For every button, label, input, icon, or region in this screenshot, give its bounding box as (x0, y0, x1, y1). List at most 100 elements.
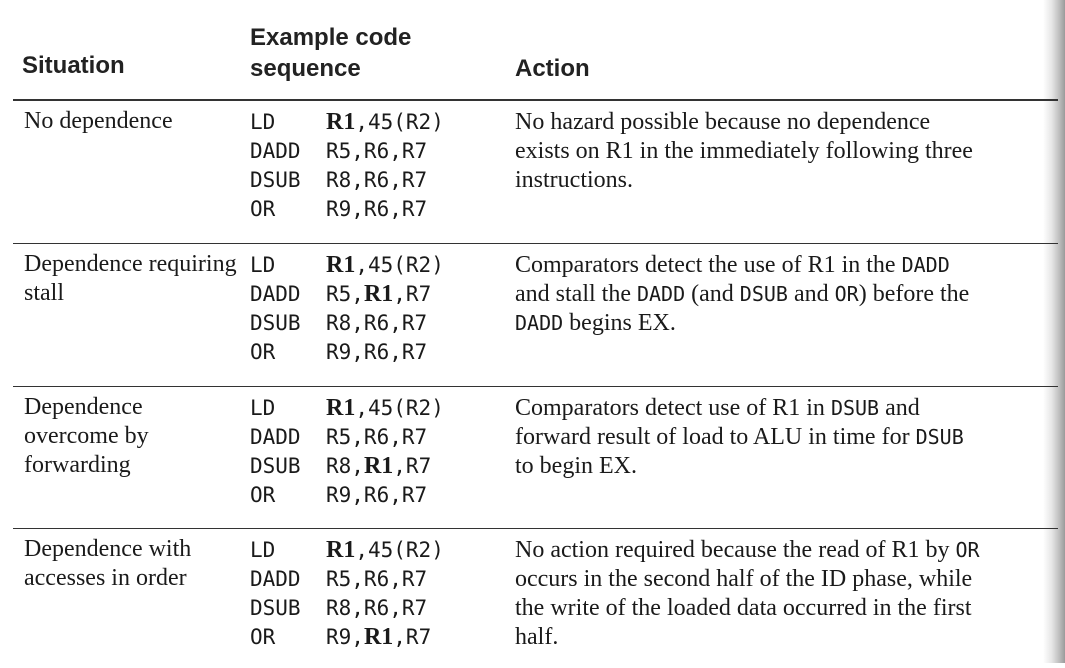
instruction-name: DADD (636, 282, 686, 306)
opcode: OR (250, 483, 276, 507)
opcode: LD (250, 110, 276, 134)
action-line: exists on R1 in the immediately followin… (515, 137, 1060, 166)
action-line: DADD begins EX. (515, 309, 1060, 338)
code-line: DSUB R8,R6,R7 (250, 594, 444, 623)
action-text: and (787, 281, 835, 307)
operands: ,45(R2) (355, 396, 444, 420)
action-line: to begin EX. (515, 452, 1060, 481)
header-rule (13, 99, 1058, 101)
operands: ,45(R2) (355, 253, 444, 277)
action-line: No hazard possible because no dependence (515, 108, 1060, 137)
action-line: half. (515, 623, 1060, 652)
code-sequence-cell: LD R1,45(R2) DADD R5,R6,R7 DSUB R8,R6,R7 OR R9,… (250, 108, 444, 224)
action-text: exists on R1 in the immediately followin… (515, 138, 973, 164)
code-line: DSUB R8,R6,R7 (250, 309, 444, 338)
row-divider (13, 386, 1058, 387)
action-text: No hazard possible because no dependence (515, 109, 931, 135)
operands: ,45(R2) (355, 110, 444, 134)
opcode: LD (250, 253, 276, 277)
action-text: forward result of load to ALU in time fo… (515, 424, 916, 450)
action-cell: No hazard possible because no dependence… (515, 108, 1060, 195)
highlighted-register: R1 (363, 624, 394, 650)
code-line: LD R1,45(R2) (250, 108, 444, 137)
operands: ,R7 (393, 282, 432, 306)
code-line: LD R1,45(R2) (250, 251, 444, 280)
highlighted-register: R1 (363, 453, 394, 479)
action-line: instructions. (515, 166, 1060, 195)
instruction-name: DADD (515, 311, 564, 335)
action-cell: Comparators detect use of R1 in DSUB and… (515, 394, 1060, 481)
table-row: Dependence requiring stall LD R1,45(R2) DAD… (0, 243, 1060, 387)
action-cell: Comparators detect the use of R1 in the … (515, 251, 1060, 338)
operands: R9,R6,R7 (326, 340, 428, 364)
action-text: Comparators detect use of R1 in (515, 395, 831, 421)
operands: ,R7 (393, 625, 432, 649)
opcode: LD (250, 396, 276, 420)
table-row: Dependence overcome by forwarding LD R1,45… (0, 386, 1060, 529)
operands: R5,R6,R7 (326, 567, 428, 591)
operands: ,45(R2) (355, 538, 444, 562)
operands: R9,R6,R7 (326, 197, 428, 221)
action-text: begins EX. (563, 310, 676, 336)
code-line: DADD R5,R6,R7 (250, 137, 444, 166)
situation-cell: Dependence overcome by forwarding (24, 394, 149, 478)
action-text: (and (685, 281, 740, 307)
instruction-name: DSUB (739, 282, 788, 306)
operands: ,R7 (393, 454, 432, 478)
instruction-name: DADD (901, 253, 950, 277)
opcode: DADD (250, 139, 301, 163)
opcode: DSUB (250, 311, 301, 335)
table-row: No dependence LD R1,45(R2) DADD R5,R6,R7 DSUB… (0, 100, 1060, 244)
situation-cell: No dependence (24, 108, 173, 134)
operands: R5, (326, 282, 364, 306)
action-line: Comparators detect the use of R1 in the … (515, 251, 1060, 280)
operands: R9, (326, 625, 364, 649)
code-line: DSUB R8,R6,R7 (250, 166, 444, 195)
opcode: OR (250, 197, 276, 221)
action-line: No action required because the read of R… (515, 536, 1060, 565)
instruction-name: DSUB (830, 396, 880, 420)
opcode: OR (250, 340, 276, 364)
action-line: forward result of load to ALU in time fo… (515, 423, 1060, 452)
code-sequence-cell: LD R1,45(R2) DADD R5,R6,R7 DSUB R8,R6,R7 OR R9,… (250, 536, 444, 652)
operands: R8,R6,R7 (326, 596, 428, 620)
action-line: Comparators detect use of R1 in DSUB and (515, 394, 1060, 423)
table-row: Dependence with accesses in order LD R1,45… (0, 528, 1060, 668)
highlighted-register: R1 (326, 537, 356, 563)
code-line: DADD R5,R1,R7 (250, 280, 444, 309)
action-text: and (879, 395, 920, 421)
operands: R8, (326, 454, 364, 478)
code-sequence-cell: LD R1,45(R2) DADD R5,R6,R7 DSUB R8,R1,R7 OR R9,… (250, 394, 444, 510)
situation-cell: Dependence with accesses in order (24, 536, 192, 591)
highlighted-register: R1 (326, 395, 356, 421)
header-situation: Situation (22, 52, 125, 79)
operands: R9,R6,R7 (326, 483, 428, 507)
opcode: LD (250, 538, 276, 562)
situation-cell: Dependence requiring stall (24, 251, 237, 306)
opcode: DADD (250, 567, 301, 591)
instruction-name: DSUB (915, 425, 964, 449)
highlighted-register: R1 (363, 281, 394, 307)
code-line: OR R9,R6,R7 (250, 195, 444, 224)
row-divider (13, 243, 1058, 244)
action-text: half. (515, 624, 559, 650)
action-line: occurs in the second half of the ID phas… (515, 565, 1060, 594)
instruction-name: OR (834, 282, 859, 306)
action-text: to begin EX. (515, 453, 637, 479)
code-sequence-cell: LD R1,45(R2) DADD R5,R1,R7 DSUB R8,R6,R7 OR R9,… (250, 251, 444, 367)
instruction-name: OR (955, 538, 980, 562)
action-cell: No action required because the read of R… (515, 536, 1060, 652)
opcode: DSUB (250, 168, 301, 192)
code-line: DADD R5,R6,R7 (250, 565, 444, 594)
action-text: instructions. (515, 167, 633, 193)
code-line: DADD R5,R6,R7 (250, 423, 444, 452)
page-edge-shadow (1043, 0, 1065, 663)
code-line: LD R1,45(R2) (250, 536, 444, 565)
highlighted-register: R1 (326, 109, 356, 135)
code-line: OR R9,R6,R7 (250, 481, 444, 510)
header-example-code: Example code sequence (250, 24, 412, 82)
opcode: OR (250, 625, 276, 649)
action-text: the write of the loaded data occurred in… (515, 595, 972, 621)
highlighted-register: R1 (326, 252, 356, 278)
opcode: DADD (250, 282, 301, 306)
